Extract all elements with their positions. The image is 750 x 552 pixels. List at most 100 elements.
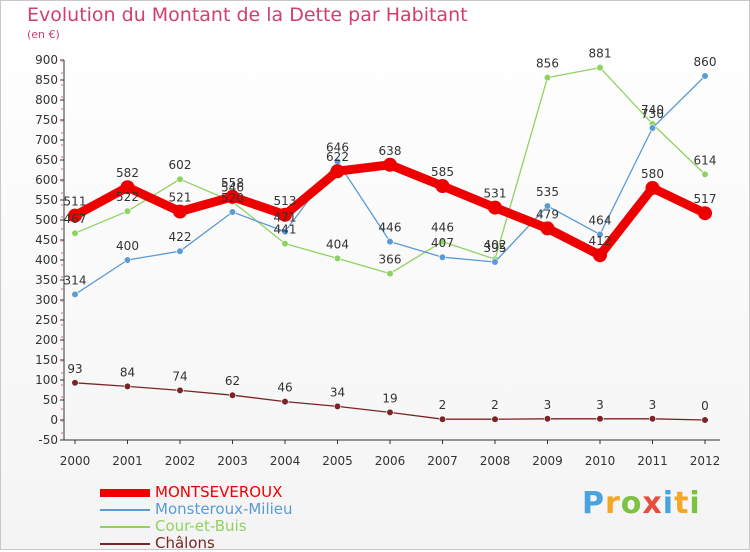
data-label: 558 bbox=[221, 176, 244, 190]
data-label: 2 bbox=[439, 398, 447, 412]
data-label: 412 bbox=[589, 234, 612, 248]
data-label: 856 bbox=[536, 57, 559, 71]
data-label: 46 bbox=[277, 381, 292, 395]
x-tick-label: 2009 bbox=[532, 454, 563, 468]
data-point bbox=[278, 207, 292, 222]
data-point bbox=[120, 180, 135, 195]
data-point bbox=[333, 254, 342, 262]
data-label: 2 bbox=[491, 398, 499, 412]
data-label: 622 bbox=[326, 150, 349, 164]
data-label: 400 bbox=[116, 239, 139, 253]
data-point bbox=[543, 73, 552, 82]
data-point bbox=[593, 248, 607, 263]
data-point bbox=[491, 415, 499, 423]
data-label: 446 bbox=[431, 221, 454, 235]
data-point bbox=[71, 290, 79, 299]
data-point bbox=[645, 181, 660, 195]
y-tick-label: 800 bbox=[35, 93, 58, 107]
legend-swatch bbox=[100, 489, 150, 497]
data-point bbox=[543, 202, 552, 210]
data-label: 582 bbox=[116, 166, 139, 180]
data-label: 404 bbox=[326, 237, 349, 251]
data-point bbox=[488, 200, 502, 215]
data-point bbox=[438, 238, 447, 246]
legend-swatch bbox=[100, 526, 150, 528]
data-point bbox=[386, 270, 394, 278]
logo-letter: o bbox=[620, 486, 643, 521]
x-tick-label: 2007 bbox=[427, 454, 458, 468]
data-point bbox=[123, 207, 132, 215]
legend-label: Monsteroux-Milieu bbox=[155, 500, 293, 518]
y-tick-label: 500 bbox=[35, 213, 58, 227]
logo-letter: t bbox=[674, 486, 690, 521]
y-tick-label: 900 bbox=[35, 53, 58, 67]
data-point bbox=[701, 416, 709, 424]
data-label: 531 bbox=[484, 187, 507, 201]
x-tick-label: 2006 bbox=[375, 454, 406, 468]
x-tick-label: 2012 bbox=[690, 454, 721, 468]
data-label: 395 bbox=[484, 241, 507, 255]
y-tick-label: 50 bbox=[43, 393, 58, 407]
y-tick-label: 250 bbox=[35, 313, 58, 327]
x-tick-label: 2005 bbox=[322, 454, 353, 468]
data-point bbox=[123, 256, 132, 264]
proxiti-logo: Proxiti bbox=[582, 486, 701, 521]
data-label: 446 bbox=[379, 221, 402, 235]
data-label: 520 bbox=[221, 191, 244, 205]
legend-label: Cour-et-Buis bbox=[155, 517, 247, 535]
y-tick-label: 700 bbox=[35, 133, 58, 147]
data-point bbox=[438, 415, 447, 423]
data-point bbox=[123, 382, 132, 391]
data-point bbox=[701, 170, 709, 178]
data-point bbox=[71, 229, 79, 237]
data-point bbox=[330, 164, 345, 179]
data-label: 422 bbox=[169, 230, 192, 244]
logo-letter: x bbox=[642, 486, 663, 521]
data-point bbox=[438, 253, 447, 261]
data-point bbox=[176, 386, 184, 395]
x-tick-label: 2011 bbox=[637, 454, 668, 468]
data-point bbox=[386, 238, 394, 246]
data-point bbox=[698, 206, 712, 221]
data-point bbox=[71, 379, 79, 387]
y-tick-label: 350 bbox=[35, 273, 58, 287]
data-label: 614 bbox=[694, 153, 717, 167]
data-label: 638 bbox=[379, 144, 402, 158]
y-tick-label: 0 bbox=[50, 413, 58, 427]
data-label: 366 bbox=[379, 253, 402, 267]
data-label: 62 bbox=[225, 374, 240, 388]
data-label: 860 bbox=[694, 55, 717, 69]
data-point bbox=[176, 247, 184, 255]
data-label: 881 bbox=[589, 47, 612, 61]
data-label: 314 bbox=[64, 273, 87, 287]
y-tick-label: 850 bbox=[35, 73, 58, 87]
y-tick-label: -50 bbox=[38, 433, 58, 447]
data-point bbox=[228, 391, 237, 399]
data-label: 535 bbox=[536, 185, 559, 199]
x-tick-label: 2000 bbox=[60, 454, 91, 468]
data-point bbox=[596, 230, 604, 238]
data-point bbox=[281, 240, 289, 248]
y-tick-label: 450 bbox=[35, 233, 58, 247]
data-point bbox=[596, 63, 604, 72]
data-point bbox=[176, 175, 184, 183]
y-tick-label: 400 bbox=[35, 253, 58, 267]
x-tick-label: 2008 bbox=[480, 454, 511, 468]
data-point bbox=[648, 415, 657, 423]
chart-axes: -50 0 50 100 150 200 250 300 350 400 450 500 550 600 6… bbox=[35, 53, 720, 468]
data-label: 467 bbox=[64, 212, 87, 226]
legend-swatch bbox=[100, 543, 150, 545]
logo-letter: r bbox=[605, 486, 621, 521]
legend-swatch bbox=[100, 509, 150, 511]
chart-subtitle: (en €) bbox=[27, 28, 60, 41]
series-lines bbox=[68, 63, 712, 424]
data-point bbox=[173, 204, 187, 219]
y-tick-label: 600 bbox=[35, 173, 58, 187]
data-point bbox=[596, 415, 604, 423]
data-label: 602 bbox=[169, 158, 192, 172]
data-label: 3 bbox=[544, 398, 552, 412]
data-label: 479 bbox=[536, 207, 559, 221]
legend-label: Châlons bbox=[155, 534, 215, 552]
logo-letter: i bbox=[662, 486, 675, 521]
